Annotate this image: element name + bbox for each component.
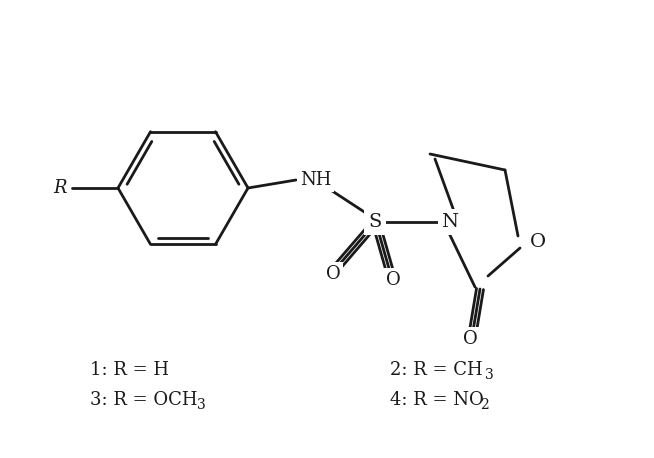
Text: 2: R = CH: 2: R = CH [390, 361, 483, 379]
Text: 3: 3 [197, 398, 206, 412]
Text: O: O [326, 265, 340, 283]
Text: N: N [441, 213, 458, 231]
Text: O: O [462, 330, 477, 348]
Text: 4: R = NO: 4: R = NO [390, 391, 484, 409]
Text: 3: 3 [485, 368, 494, 382]
Text: O: O [530, 233, 546, 251]
Text: 3: R = OCH: 3: R = OCH [90, 391, 198, 409]
Text: NH: NH [300, 171, 332, 189]
Text: R: R [54, 179, 67, 197]
Text: 1: R = H: 1: R = H [90, 361, 169, 379]
Text: O: O [386, 271, 400, 289]
Text: S: S [368, 213, 382, 231]
Text: 2: 2 [480, 398, 489, 412]
